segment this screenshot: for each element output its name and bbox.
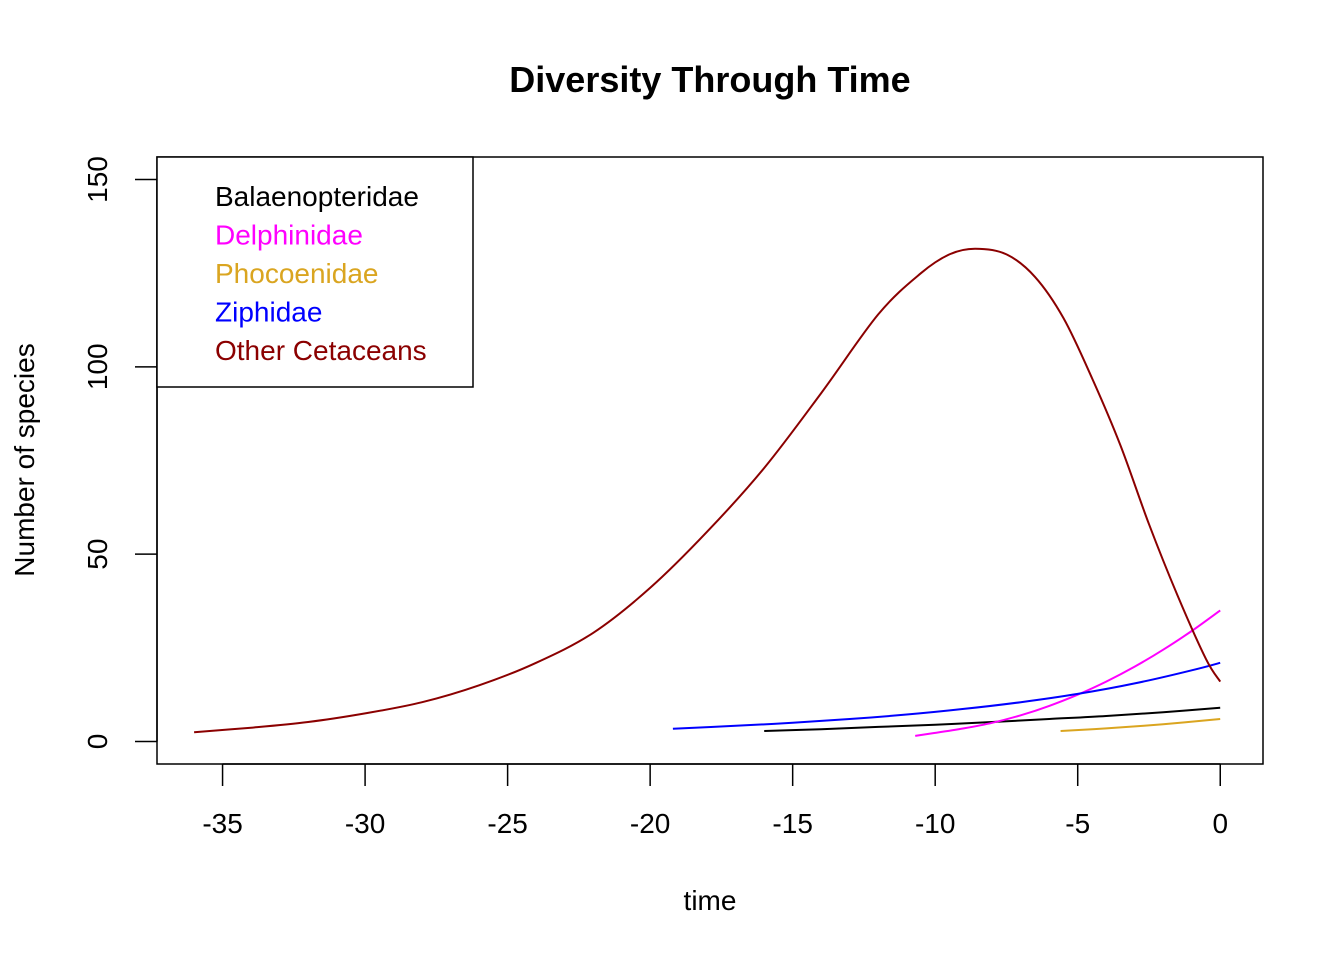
y-tick-label: 50 bbox=[82, 539, 113, 570]
legend: Balaenopteridae Delphinidae Phocoenidae Zip… bbox=[156, 156, 474, 388]
y-tick-label: 100 bbox=[82, 343, 113, 390]
y-tick-label: 0 bbox=[82, 734, 113, 750]
x-tick-label: -25 bbox=[487, 808, 527, 839]
chart-title: Diversity Through Time bbox=[509, 59, 910, 100]
x-tick-label: -30 bbox=[345, 808, 385, 839]
legend-box bbox=[156, 156, 474, 388]
y-axis: 0 50 100 150 bbox=[82, 156, 158, 750]
x-tick-label: -35 bbox=[202, 808, 242, 839]
series-line-other-cetaceans bbox=[194, 247, 1222, 734]
y-axis-label: Number of species bbox=[9, 343, 40, 576]
legend-entry-delphinidae: Delphinidae bbox=[215, 220, 363, 251]
series-line-phocoenidae bbox=[1060, 718, 1221, 732]
series-layer bbox=[194, 247, 1222, 737]
x-axis-label: time bbox=[684, 885, 737, 916]
legend-entry-ziphidae: Ziphidae bbox=[215, 297, 322, 328]
x-tick-label: -20 bbox=[630, 808, 670, 839]
x-tick-label: 0 bbox=[1212, 808, 1228, 839]
legend-entry-other-cetaceans: Other Cetaceans bbox=[215, 335, 427, 366]
x-axis: -35 -30 -25 -20 -15 -10 -5 0 bbox=[202, 763, 1228, 839]
legend-entry-balaenopteridae: Balaenopteridae bbox=[215, 181, 419, 212]
legend-entry-phocoenidae: Phocoenidae bbox=[215, 258, 378, 289]
y-tick-label: 150 bbox=[82, 156, 113, 203]
series-line-ziphidae bbox=[672, 661, 1221, 730]
x-tick-label: -5 bbox=[1065, 808, 1090, 839]
legend-items: Balaenopteridae Delphinidae Phocoenidae Zip… bbox=[215, 181, 427, 366]
x-tick-label: -15 bbox=[772, 808, 812, 839]
series-line-delphinidae bbox=[915, 609, 1221, 737]
x-tick-label: -10 bbox=[915, 808, 955, 839]
